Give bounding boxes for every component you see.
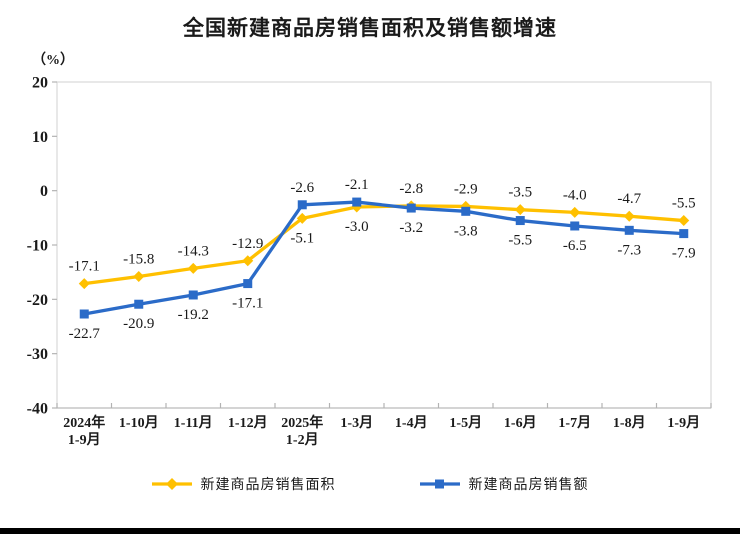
legend-line-diamond-icon (151, 478, 192, 490)
data-point-marker (243, 279, 253, 289)
data-point-marker (133, 271, 145, 283)
bottom-divider (0, 528, 740, 534)
y-axis-tick-label: -10 (27, 238, 48, 255)
y-axis-tick-label: 0 (40, 183, 48, 200)
x-axis-category-label: 2025年 (281, 414, 323, 431)
x-axis-category-label: 1-2月 (286, 432, 319, 448)
data-point-marker (406, 203, 416, 213)
data-label: -2.8 (399, 181, 423, 197)
data-label: -17.1 (69, 259, 100, 275)
data-label: -19.2 (178, 307, 209, 323)
y-axis-tick-label: 10 (32, 129, 48, 146)
x-axis-category-label: 1-12月 (228, 415, 268, 431)
legend-item-sales-area: 新建商品房销售面积 (151, 474, 336, 494)
x-axis-category-label: 2024年 (63, 414, 105, 431)
data-label: -3.5 (508, 185, 532, 201)
data-point-marker (297, 200, 307, 210)
plot-border (56, 81, 712, 409)
series-line-0 (84, 204, 684, 286)
x-axis-category-label: 1-10月 (119, 415, 159, 431)
data-point-marker (188, 290, 198, 300)
x-axis-category-label: 1-3月 (340, 415, 373, 431)
data-point-marker (79, 309, 89, 319)
data-point-marker (352, 197, 362, 207)
data-label: -12.9 (232, 236, 263, 252)
chart-legend: 新建商品房销售面积 新建商品房销售额 (0, 474, 740, 494)
y-axis-tick-label: -40 (27, 401, 48, 418)
data-label: -4.7 (617, 191, 641, 207)
data-label: -5.5 (672, 196, 696, 212)
y-axis-unit-label: （%） (32, 52, 74, 68)
legend-label-sales-area: 新建商品房销售面积 (200, 478, 336, 493)
data-label: -3.8 (454, 223, 478, 239)
x-axis-category-label: 1-4月 (395, 415, 428, 431)
data-point-marker (187, 262, 199, 274)
chart-title: 全国新建商品房销售面积及销售额增速 (183, 17, 557, 40)
data-point-marker (242, 255, 254, 267)
legend-item-sales-amount: 新建商品房销售额 (419, 474, 589, 494)
x-axis-category-label: 1-11月 (174, 415, 213, 431)
x-axis-category-label: 1-7月 (558, 415, 591, 431)
data-point-marker (570, 221, 580, 231)
data-label: -17.1 (232, 296, 263, 312)
data-point-marker (461, 206, 471, 216)
data-label: -22.7 (69, 326, 101, 342)
data-label: -5.5 (508, 233, 532, 249)
x-axis-category-label: 1-9月 (667, 415, 700, 431)
data-label: -3.2 (399, 220, 423, 236)
data-point-marker (515, 216, 525, 226)
data-label: -3.0 (345, 219, 369, 235)
x-axis-category-label: 1-8月 (613, 415, 646, 431)
data-point-marker (624, 225, 634, 235)
data-point-marker (569, 206, 581, 218)
data-label: -7.9 (672, 246, 696, 262)
data-label: -7.3 (617, 242, 641, 258)
y-axis-tick-label: 20 (32, 75, 48, 92)
data-label: -14.3 (178, 243, 209, 259)
data-label: -4.0 (563, 187, 587, 203)
legend-label-sales-amount: 新建商品房销售额 (468, 478, 589, 493)
data-point-marker (134, 299, 144, 309)
data-point-marker (296, 212, 308, 224)
x-axis-category-label: 1-9月 (68, 432, 101, 448)
data-label: -2.1 (345, 177, 369, 193)
data-label: -15.8 (123, 252, 154, 268)
legend-line-square-icon (419, 479, 460, 489)
data-point-marker (679, 229, 689, 239)
series-line-1 (83, 200, 684, 316)
x-axis-category-label: 1-6月 (504, 415, 537, 431)
data-label: -20.9 (123, 316, 154, 332)
data-label: -2.9 (454, 181, 478, 197)
data-point-marker (623, 210, 635, 222)
data-label: -2.6 (290, 180, 314, 196)
y-axis-tick-label: -20 (27, 292, 48, 309)
data-point-marker (678, 215, 690, 227)
data-label: -5.1 (290, 230, 314, 246)
data-point-marker (514, 204, 526, 216)
data-point-marker (78, 278, 90, 290)
data-label: -6.5 (563, 238, 587, 254)
x-axis-category-label: 1-5月 (449, 415, 482, 431)
y-axis-tick-label: -30 (27, 346, 48, 363)
